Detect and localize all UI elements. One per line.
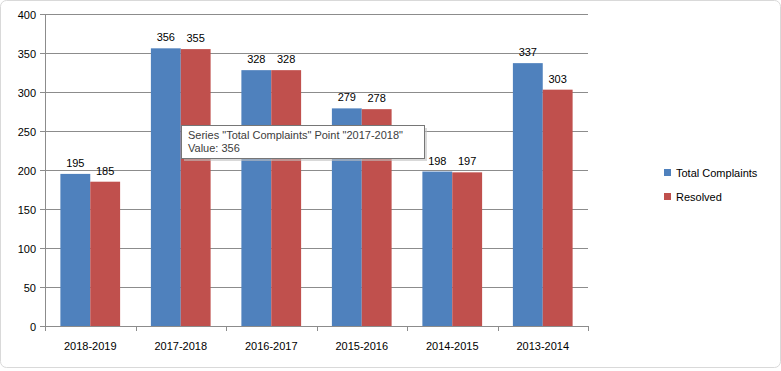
- x-tick: [498, 326, 499, 331]
- grid-line: [45, 248, 588, 249]
- x-tick: [45, 326, 46, 331]
- y-tick-label: 400: [18, 9, 36, 21]
- y-tick-label: 300: [18, 87, 36, 99]
- grid-line: [45, 170, 588, 171]
- bar: [181, 49, 211, 326]
- y-tick-label: 100: [18, 243, 36, 255]
- y-tick: [40, 287, 45, 288]
- bar: [151, 48, 181, 326]
- grid-line: [45, 326, 588, 327]
- data-label: 198: [428, 155, 446, 167]
- x-axis: [45, 326, 588, 327]
- legend-swatch: [664, 169, 671, 176]
- x-tick-label: 2015-2016: [335, 340, 388, 352]
- legend-label: Total Complaints: [676, 167, 758, 179]
- bar: [271, 70, 301, 326]
- tooltip-text: Value: 356: [188, 142, 240, 154]
- grid-line: [45, 53, 588, 54]
- data-label: 328: [277, 53, 295, 65]
- grid-line: [45, 287, 588, 288]
- y-tick: [40, 326, 45, 327]
- data-label: 355: [187, 32, 205, 44]
- y-tick: [40, 92, 45, 93]
- y-tick-label: 50: [24, 282, 36, 294]
- bar: [90, 182, 120, 326]
- y-tick: [40, 53, 45, 54]
- y-tick: [40, 170, 45, 171]
- y-tick-label: 150: [18, 204, 36, 216]
- bar: [452, 172, 482, 326]
- y-tick-label: 350: [18, 48, 36, 60]
- data-label: 337: [519, 46, 537, 58]
- x-tick: [407, 326, 408, 331]
- data-label: 279: [338, 91, 356, 103]
- bar: [422, 172, 452, 326]
- x-tick-label: 2016-2017: [245, 340, 298, 352]
- bar: [241, 70, 271, 326]
- x-tick: [588, 326, 589, 331]
- legend-label: Resolved: [676, 191, 722, 203]
- y-tick-label: 250: [18, 126, 36, 138]
- grid-line: [45, 209, 588, 210]
- y-tick: [40, 131, 45, 132]
- x-tick: [317, 326, 318, 331]
- x-tick-label: 2018-2019: [64, 340, 117, 352]
- legend-swatch: [664, 193, 671, 200]
- data-label: 303: [549, 73, 567, 85]
- y-tick: [40, 209, 45, 210]
- x-tick: [136, 326, 137, 331]
- x-tick-label: 2017-2018: [154, 340, 207, 352]
- bar: [543, 90, 573, 326]
- chart-svg: 0 50 100 150 200 250 300 350 400 195 356 328 279 198 3…: [0, 0, 781, 371]
- data-label: 197: [458, 155, 476, 167]
- y-axis: [45, 14, 46, 326]
- data-label: 185: [96, 165, 114, 177]
- bars: [60, 48, 572, 326]
- grid-line: [45, 14, 588, 15]
- x-tick-label: 2013-2014: [516, 340, 569, 352]
- chart-frame: [1, 1, 781, 368]
- y-tick-label: 0: [30, 321, 36, 333]
- y-tick: [40, 248, 45, 249]
- y-tick: [40, 14, 45, 15]
- data-labels: 195 356 328 279 198 337 185 355 328 278 197 303: [66, 31, 567, 176]
- grid-line: [45, 92, 588, 93]
- bar: [60, 174, 90, 326]
- y-tick-label: 200: [18, 165, 36, 177]
- data-label: 328: [247, 53, 265, 65]
- tooltip-box: [182, 126, 425, 159]
- data-label: 195: [66, 157, 84, 169]
- x-tick: [226, 326, 227, 331]
- tooltip: Series "Total Complaints" Point "2017-20…: [182, 126, 428, 162]
- legend: Total Complaints Resolved: [664, 167, 758, 203]
- data-label: 278: [368, 92, 386, 104]
- chart-container: 0 50 100 150 200 250 300 350 400 195 356 328 279 198 3…: [0, 0, 781, 371]
- data-label: 356: [157, 31, 175, 43]
- tooltip-text: Series "Total Complaints" Point "2017-20…: [188, 129, 403, 141]
- x-tick-label: 2014-2015: [426, 340, 479, 352]
- bar: [513, 63, 543, 326]
